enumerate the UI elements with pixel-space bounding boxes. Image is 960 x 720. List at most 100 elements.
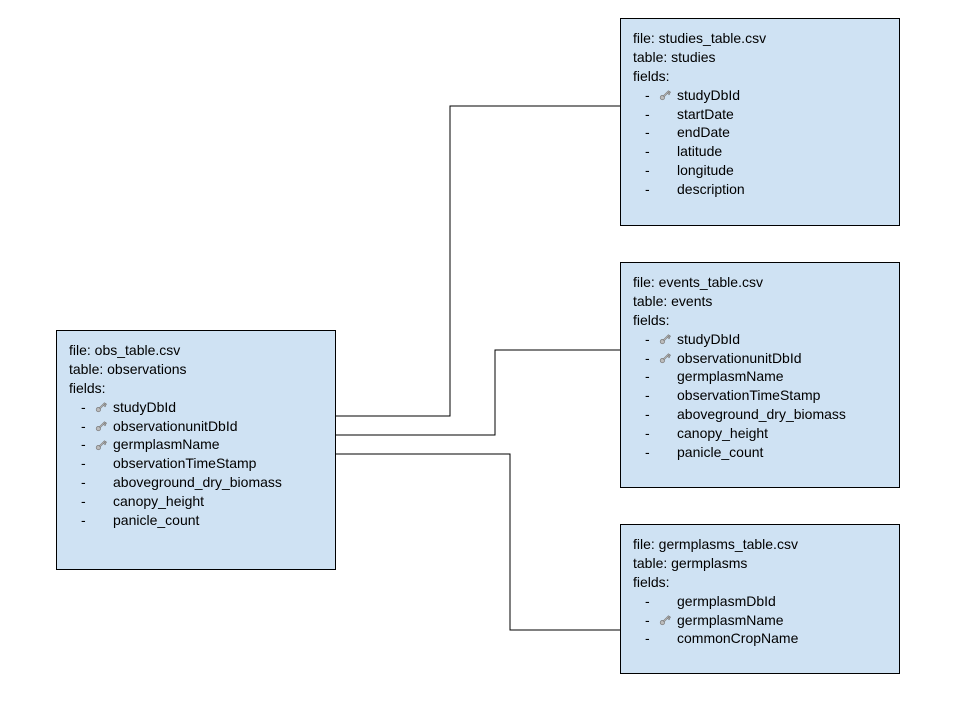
field-name: panicle_count [113, 511, 199, 530]
key-icon-slot [657, 612, 677, 628]
bullet-dash: - [69, 511, 93, 530]
field-name: studyDbId [113, 398, 176, 417]
file-line: file: events_table.csv [633, 273, 889, 292]
fields-list: - studyDbId-startDate-endDate-latitude-l… [633, 86, 889, 199]
field-row: - germplasmName [633, 611, 889, 630]
key-icon-slot [657, 331, 677, 347]
field-name: description [677, 180, 745, 199]
bullet-dash: - [633, 105, 657, 124]
table-box-germplasms: file: germplasms_table.csv table: germpl… [620, 524, 900, 674]
file-line: file: studies_table.csv [633, 29, 889, 48]
table-box-observations: file: obs_table.csv table: observations … [56, 330, 336, 570]
field-row: - studyDbId [633, 86, 889, 105]
key-icon [93, 418, 109, 434]
field-name: observationunitDbId [113, 417, 238, 436]
table-box-events: file: events_table.csv table: events fie… [620, 262, 900, 488]
field-name: studyDbId [677, 330, 740, 349]
key-icon-slot [657, 350, 677, 366]
field-row: - germplasmName [69, 435, 325, 454]
field-row: - observationTimeStamp [633, 386, 889, 405]
bullet-dash: - [69, 473, 93, 492]
key-icon [657, 87, 673, 103]
field-name: commonCropName [677, 629, 798, 648]
field-name: studyDbId [677, 86, 740, 105]
bullet-dash: - [69, 398, 93, 417]
field-row: - startDate [633, 105, 889, 124]
field-name: germplasmDbId [677, 592, 776, 611]
field-name: aboveground_dry_biomass [677, 405, 846, 424]
file-line: file: obs_table.csv [69, 341, 325, 360]
field-name: canopy_height [677, 424, 768, 443]
field-name: longitude [677, 161, 734, 180]
bullet-dash: - [633, 611, 657, 630]
field-row: - observationTimeStamp [69, 454, 325, 473]
bullet-dash: - [633, 424, 657, 443]
field-row: - studyDbId [69, 398, 325, 417]
field-name: endDate [677, 123, 730, 142]
key-icon [93, 399, 109, 415]
field-name: observationTimeStamp [677, 386, 820, 405]
fields-label: fields: [633, 573, 889, 592]
field-name: observationTimeStamp [113, 454, 256, 473]
field-row: - canopy_height [69, 492, 325, 511]
field-row: - endDate [633, 123, 889, 142]
field-name: observationunitDbId [677, 349, 802, 368]
bullet-dash: - [633, 142, 657, 161]
table-box-studies: file: studies_table.csv table: studies f… [620, 18, 900, 226]
field-row: -latitude [633, 142, 889, 161]
bullet-dash: - [633, 592, 657, 611]
bullet-dash: - [633, 367, 657, 386]
key-icon [93, 437, 109, 453]
bullet-dash: - [633, 405, 657, 424]
bullet-dash: - [633, 629, 657, 648]
field-row: - studyDbId [633, 330, 889, 349]
fields-list: - studyDbId- observationunitDbId-germpla… [633, 330, 889, 462]
field-row: - description [633, 180, 889, 199]
field-row: - canopy_height [633, 424, 889, 443]
bullet-dash: - [633, 443, 657, 462]
file-line: file: germplasms_table.csv [633, 535, 889, 554]
key-icon-slot [657, 87, 677, 103]
bullet-dash: - [69, 454, 93, 473]
key-icon [657, 612, 673, 628]
field-row: - germplasmDbId [633, 592, 889, 611]
field-name: canopy_height [113, 492, 204, 511]
field-row: - panicle_count [69, 511, 325, 530]
field-row: - panicle_count [633, 443, 889, 462]
bullet-dash: - [633, 86, 657, 105]
table-line: table: events [633, 292, 889, 311]
fields-list: -germplasmDbId- germplasmName-commonCrop… [633, 592, 889, 649]
bullet-dash: - [633, 349, 657, 368]
table-line: table: observations [69, 360, 325, 379]
key-icon-slot [93, 418, 113, 434]
key-icon-slot [93, 437, 113, 453]
field-row: -longitude [633, 161, 889, 180]
table-line: table: studies [633, 48, 889, 67]
bullet-dash: - [633, 330, 657, 349]
fields-label: fields: [69, 379, 325, 398]
bullet-dash: - [633, 123, 657, 142]
field-name: germplasmName [677, 611, 784, 630]
bullet-dash: - [69, 435, 93, 454]
bullet-dash: - [69, 492, 93, 511]
field-row: - observationunitDbId [69, 417, 325, 436]
bullet-dash: - [633, 180, 657, 199]
field-row: - observationunitDbId [633, 349, 889, 368]
bullet-dash: - [69, 417, 93, 436]
connector-line [336, 350, 620, 435]
field-name: germplasmName [113, 435, 220, 454]
field-row: - aboveground_dry_biomass [633, 405, 889, 424]
field-row: - aboveground_dry_biomass [69, 473, 325, 492]
bullet-dash: - [633, 386, 657, 405]
fields-label: fields: [633, 311, 889, 330]
key-icon-slot [93, 399, 113, 415]
field-name: germplasmName [677, 367, 784, 386]
field-name: startDate [677, 105, 734, 124]
connector-line [336, 454, 620, 630]
fields-list: - studyDbId- observationunitDbId- germpl… [69, 398, 325, 530]
fields-label: fields: [633, 67, 889, 86]
field-row: - germplasmName [633, 367, 889, 386]
field-name: aboveground_dry_biomass [113, 473, 282, 492]
field-name: panicle_count [677, 443, 763, 462]
key-icon [657, 350, 673, 366]
